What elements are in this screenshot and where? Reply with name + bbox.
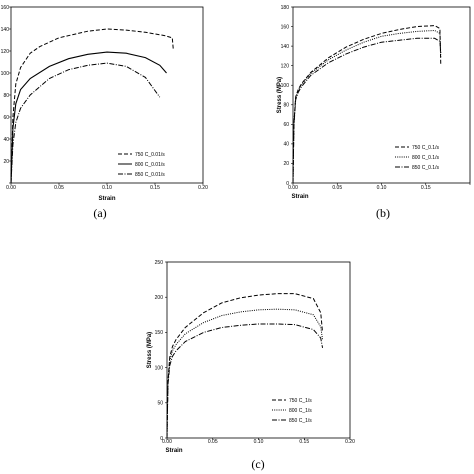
legend-label-3: 850 C_0.1/s (412, 165, 439, 171)
y-tick-label: 80 (3, 93, 9, 99)
y-tick-label: 150 (155, 330, 164, 336)
y-tick-label: 200 (155, 295, 164, 301)
series-line-2 (292, 29, 442, 184)
y-tick-label: 160 (1, 5, 10, 11)
y-tick-label: 40 (3, 137, 9, 143)
series-line-2 (166, 308, 324, 439)
y-axis-title: Stress (MPa) (277, 77, 283, 113)
y-tick-label: 60 (283, 122, 289, 128)
x-tick-label: 0.05 (208, 439, 218, 445)
series-line-3 (166, 323, 324, 439)
legend-label-3: 850 C_1/s (289, 418, 312, 424)
x-axis-title: Strain (291, 194, 308, 200)
series-line-1 (292, 25, 442, 184)
y-tick-label: 160 (281, 24, 290, 30)
panel-caption: (b) (376, 206, 390, 220)
x-tick-label: 0.20 (198, 185, 208, 191)
series-line-3 (10, 62, 161, 184)
plot-frame (166, 261, 351, 439)
y-tick-label: 50 (157, 401, 163, 407)
y-tick-label: 250 (155, 260, 164, 266)
y-tick-label: 40 (283, 142, 289, 148)
chart-panel-3: 0 50 100 150 200 250 0.00 0.05 0.10 0.15 0.20 Strai… (147, 260, 355, 471)
x-tick-label: 0.20 (345, 439, 355, 445)
x-tick-label: 0.00 (6, 185, 16, 191)
x-axis-title: Strain (165, 448, 182, 454)
y-tick-label: 120 (281, 63, 290, 69)
y-axis-title: Stress (MPa) (147, 332, 153, 368)
y-tick-label: 140 (281, 44, 290, 50)
x-tick-label: 0.00 (162, 439, 172, 445)
plot-frame (10, 6, 204, 184)
x-tick-label: 0.10 (102, 185, 112, 191)
y-tick-label: 80 (283, 103, 289, 109)
series-line-2 (10, 51, 167, 184)
y-tick-label: 100 (1, 71, 10, 77)
x-tick-label: 0.10 (377, 185, 387, 191)
legend-label-2: 800 C_0.01/s (135, 162, 165, 168)
y-tick-label: 0 (160, 436, 163, 442)
y-tick-label: 140 (1, 27, 10, 33)
series-line-1 (10, 28, 174, 184)
legend-label-1: 750 C_0.1/s (412, 145, 439, 151)
x-tick-label: 0.05 (332, 185, 342, 191)
y-tick-label: 20 (3, 159, 9, 165)
y-tick-label: 120 (1, 49, 10, 55)
y-tick-label: 100 (281, 83, 290, 89)
series-line-1 (166, 293, 324, 439)
y-tick-label: 180 (281, 5, 290, 11)
x-tick-label: 0.10 (254, 439, 264, 445)
legend-label-1: 750 C_1/s (289, 398, 312, 404)
x-tick-label: 0.00 (288, 185, 298, 191)
x-axis-title: Strain (98, 196, 115, 202)
panel-caption: (a) (93, 206, 106, 220)
legend-label-1: 750 C_0.01/s (135, 152, 165, 158)
plot-frame (292, 6, 471, 184)
legend-label-3: 850 C_0.01/s (135, 172, 165, 178)
x-tick-label: 0.15 (299, 439, 309, 445)
x-tick-label: 0.05 (54, 185, 64, 191)
x-tick-label: 0.15 (150, 185, 160, 191)
series-line-3 (292, 37, 442, 184)
legend-label-2: 800 C_0.1/s (412, 155, 439, 161)
legend-label-2: 800 C_1/s (289, 408, 312, 414)
y-tick-label: 20 (283, 161, 289, 167)
chart-panel-1: 20 40 60 80 100 120 140 160 0.00 0.05 0.10 0.15 0.20… (1, 5, 208, 220)
chart-panel-2: 0 20 40 60 80 100 120 140 160 180 0.00 0.05 0.10 0.15… (277, 5, 471, 220)
y-tick-label: 60 (3, 115, 9, 121)
y-tick-label: 0 (286, 181, 289, 187)
panel-caption: (c) (251, 457, 264, 471)
x-tick-label: 0.15 (421, 185, 431, 191)
y-tick-label: 100 (155, 365, 164, 371)
